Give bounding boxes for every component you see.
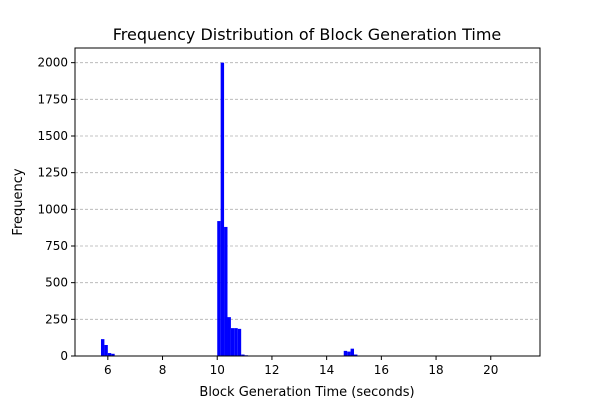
histogram-bar <box>107 353 112 356</box>
y-axis-ticks: 0 250 500 750 1000 1250 1500 1750 2000 <box>37 56 75 363</box>
histogram-bar <box>220 62 225 357</box>
histogram-bar <box>100 339 105 356</box>
histogram-bar <box>111 353 115 356</box>
y-tick-label: 1500 <box>37 129 68 143</box>
y-tick-label: 1000 <box>37 202 68 216</box>
x-axis-ticks: 6 8 10 12 14 16 18 20 <box>104 356 498 377</box>
histogram-bar <box>217 221 221 356</box>
histogram-bar <box>241 354 245 356</box>
histogram-bar <box>347 351 351 356</box>
y-tick-label: 750 <box>45 239 68 253</box>
grid-lines <box>75 62 540 357</box>
plot-frame <box>74 47 541 357</box>
x-tick-label: 6 <box>104 363 112 377</box>
y-tick-label: 250 <box>45 312 68 326</box>
x-tick-label: 12 <box>264 363 279 377</box>
x-tick-label: 14 <box>319 363 334 377</box>
histogram-bar <box>237 328 242 356</box>
histogram-bar <box>354 354 358 356</box>
y-tick-label: 500 <box>45 276 68 290</box>
y-tick-label: 1250 <box>37 166 68 180</box>
y-axis-label: Frequency <box>11 168 26 235</box>
x-tick-label: 18 <box>428 363 443 377</box>
histogram-bar <box>230 328 235 356</box>
y-tick-label: 0 <box>60 349 68 363</box>
histogram-bar <box>350 348 354 356</box>
x-axis-label: Block Generation Time (seconds) <box>199 385 414 400</box>
chart-title: Frequency Distribution of Block Generati… <box>113 25 502 44</box>
histogram-bar <box>224 226 228 356</box>
y-tick-label: 2000 <box>37 56 68 70</box>
x-tick-label: 16 <box>374 363 389 377</box>
histogram-bar <box>227 317 231 356</box>
histogram-bar <box>104 345 108 356</box>
x-tick-label: 8 <box>159 363 167 377</box>
histogram-bars <box>100 62 358 357</box>
histogram-bar <box>234 328 238 356</box>
histogram-bar <box>343 350 348 356</box>
x-tick-label: 10 <box>210 363 225 377</box>
x-tick-label: 20 <box>483 363 498 377</box>
y-tick-label: 1750 <box>37 92 68 106</box>
